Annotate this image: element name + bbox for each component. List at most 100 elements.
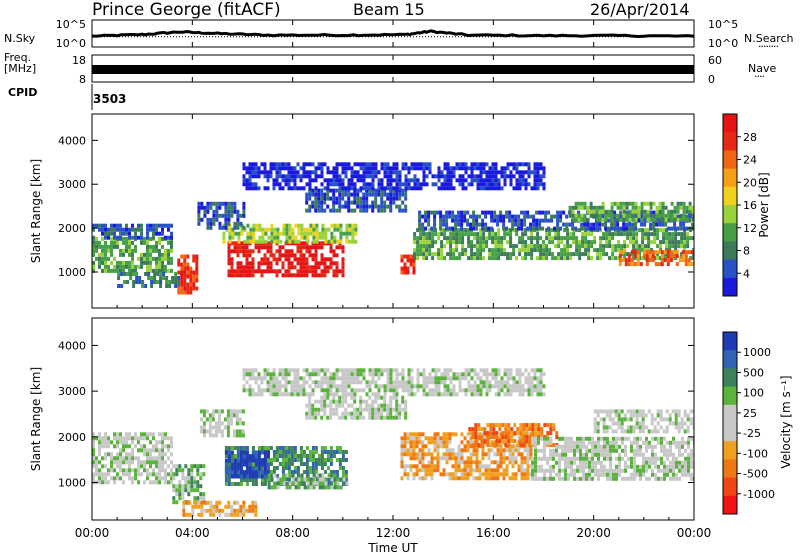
heatmap-cell-2-9 — [545, 228, 549, 233]
heatmap-cell-2-13 — [485, 170, 489, 175]
heatmap-cell-3-9 — [660, 448, 663, 453]
heatmap-cell-3-9 — [537, 436, 540, 441]
heatmap-cell-3-11 — [248, 508, 252, 513]
heatmap-cell-3-1 — [172, 484, 176, 489]
heatmap-cell-3-10 — [611, 429, 615, 434]
heatmap-cell-2-11 — [643, 201, 647, 206]
heatmap-cell-3-4 — [306, 481, 310, 486]
heatmap-cell-2-6 — [215, 213, 219, 218]
heatmap-cell-2-6 — [221, 225, 225, 230]
heatmap-cell-3-9 — [654, 436, 657, 441]
heatmap-cell-2-9 — [608, 240, 612, 245]
heatmap-cell-2-13 — [530, 186, 534, 191]
heatmap-cell-3-8 — [480, 443, 484, 448]
heatmap-cell-2-5 — [324, 235, 328, 240]
heatmap-cell-2-13 — [302, 186, 306, 191]
heatmap-cell-2-2 — [126, 272, 130, 276]
heatmap-cell-2-0 — [155, 268, 158, 273]
heatmap-cell-3-0 — [125, 440, 128, 445]
heatmap-cell-3-8 — [504, 443, 508, 448]
heatmap-cell-2-5 — [339, 231, 343, 236]
heatmap-cell-2-7 — [398, 188, 402, 193]
heatmap-cell-3-7 — [403, 432, 407, 437]
heatmap-cell-2-9 — [659, 244, 663, 249]
heatmap-cell-3-7 — [400, 460, 404, 465]
heatmap-cell-3-5 — [205, 409, 209, 414]
heatmap-cell-3-10 — [602, 417, 606, 422]
heatmap-cell-2-9 — [455, 248, 459, 253]
heatmap-cell-2-13 — [407, 182, 411, 187]
heatmap-cell-3-9 — [630, 460, 633, 465]
heatmap-cell-2-9 — [554, 244, 558, 249]
heatmap-cell-3-11 — [251, 508, 255, 513]
heatmap-cell-2-9 — [572, 236, 576, 241]
heatmap-cell-2-13 — [254, 166, 258, 171]
heatmap-cell-2-9 — [593, 240, 597, 245]
heatmap-cell-3-9 — [657, 464, 660, 469]
heatmap-cell-2-9 — [431, 240, 435, 245]
heatmap-cell-3-7 — [424, 444, 428, 449]
heatmap-cell-3-9 — [540, 448, 543, 453]
heatmap-cell-2-0 — [122, 236, 125, 241]
heatmap-cell-3-7 — [415, 456, 419, 461]
heatmap-cell-3-7 — [481, 472, 485, 477]
heatmap-cell-2-11 — [583, 201, 587, 206]
heatmap-cell-3-6 — [359, 399, 363, 404]
heatmap-cell-2-3 — [183, 266, 187, 271]
heatmap-cell-3-9 — [567, 460, 570, 465]
heatmap-cell-3-8 — [498, 427, 502, 432]
heatmap-cell-2-7 — [389, 204, 393, 209]
heatmap-cell-2-0 — [170, 240, 173, 245]
heatmap-cell-2-11 — [670, 201, 674, 206]
heatmap-cell-2-9 — [476, 244, 480, 249]
heatmap-cell-2-5 — [306, 239, 310, 244]
heatmap-cell-2-10 — [454, 222, 458, 227]
heatmap-cell-3-7 — [490, 440, 494, 445]
heatmap-cell-2-4 — [296, 261, 300, 266]
heatmap-cell-3-7 — [520, 464, 524, 469]
heatmap-cell-3-0 — [128, 432, 131, 437]
heatmap-cell-3-4 — [309, 485, 313, 490]
heatmap-cell-3-9 — [642, 452, 645, 457]
heatmap-cell-2-13 — [386, 170, 390, 175]
heatmap-cell-3-0 — [104, 432, 107, 437]
heatmap-cell-2-13 — [527, 170, 531, 175]
heatmap-cell-2-4 — [248, 261, 252, 266]
heatmap-cell-2-9 — [512, 252, 516, 257]
heatmap-cell-3-9 — [633, 456, 636, 461]
heatmap-cell-3-9 — [615, 436, 618, 441]
heatmap-cell-3-8 — [471, 435, 475, 440]
heatmap-cell-2-9 — [521, 232, 525, 237]
heatmap-cell-3-7 — [403, 448, 407, 453]
heatmap-cell-3-7 — [448, 432, 452, 437]
heatmap-cell-2-10 — [502, 222, 506, 227]
heatmap-cell-2-9 — [587, 252, 591, 257]
heatmap-cell-3-7 — [496, 476, 500, 481]
heatmap-cell-3-6 — [317, 407, 321, 412]
heatmap-cell-3-12 — [317, 384, 321, 389]
heatmap-cell-3-8 — [504, 427, 508, 432]
heatmap-cell-3-4 — [306, 477, 310, 482]
heatmap-cell-2-0 — [95, 244, 98, 249]
heatmap-cell-3-7 — [520, 452, 524, 457]
heatmap-cell-2-4 — [281, 253, 285, 258]
heatmap-cell-2-6 — [218, 205, 222, 210]
heatmap-cell-2-13 — [485, 186, 489, 191]
heatmap-cell-2-5 — [330, 231, 334, 236]
heatmap-cell-2-4 — [311, 245, 315, 250]
heatmap-cell-3-6 — [335, 411, 339, 416]
heatmap-cell-3-6 — [350, 415, 354, 420]
heatmap-cell-3-6 — [374, 415, 378, 420]
heatmap-cell-2-13 — [344, 170, 348, 175]
heatmap-cell-2-7 — [386, 204, 390, 209]
heatmap-cell-2-13 — [281, 178, 285, 183]
heatmap-cell-2-2 — [138, 280, 142, 284]
heatmap-cell-3-3 — [236, 458, 240, 463]
heatmap-cell-2-9 — [431, 236, 435, 241]
heatmap-cell-3-6 — [305, 403, 309, 408]
heatmap-cell-3-2 — [269, 470, 273, 474]
heatmap-cell-2-9 — [665, 228, 669, 233]
heatmap-cell-3-7 — [469, 436, 473, 441]
heatmap-cell-3-9 — [630, 472, 633, 477]
heatmap-cell-3-8 — [501, 435, 505, 440]
